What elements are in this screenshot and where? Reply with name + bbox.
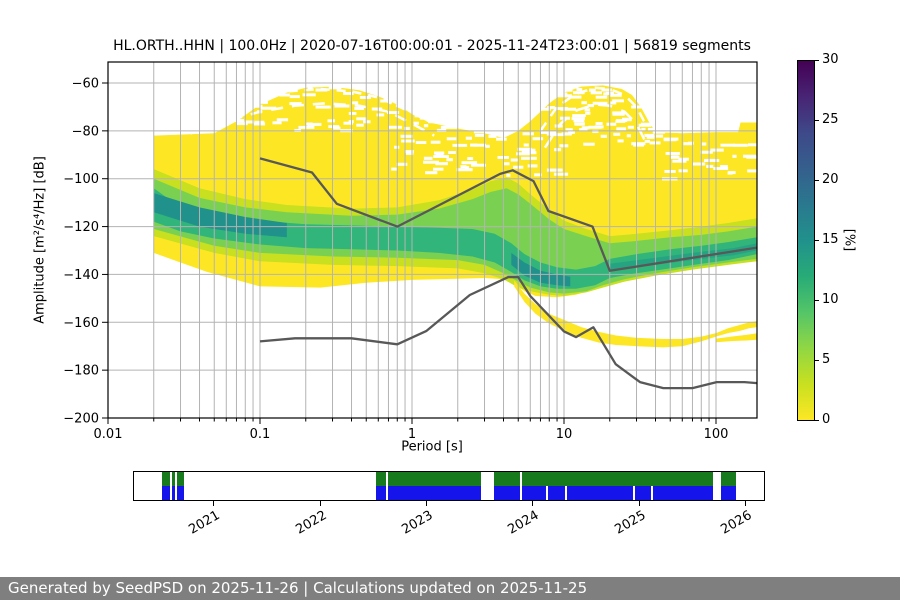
timeline-tick bbox=[213, 501, 215, 506]
plot-title: HL.ORTH..HHN | 100.0Hz | 2020-07-16T00:0… bbox=[113, 38, 751, 54]
timeline-year-label: 2022 bbox=[292, 508, 329, 538]
timeline-year-label: 2023 bbox=[399, 508, 436, 538]
colorbar-tick-label: 20 bbox=[822, 172, 839, 187]
y-tick-label: −140 bbox=[63, 268, 99, 283]
colorbar bbox=[797, 60, 815, 421]
colorbar-tick-label: 15 bbox=[822, 232, 839, 247]
y-tick-label: −80 bbox=[72, 124, 99, 139]
peterson-noise-model-curves bbox=[259, 157, 757, 390]
colorbar-tick bbox=[815, 240, 819, 241]
x-axis-label: Period [s] bbox=[401, 439, 463, 455]
availability-segment bbox=[376, 486, 386, 500]
colorbar-tick-label: 10 bbox=[822, 292, 839, 307]
y-tick-label: −200 bbox=[63, 412, 99, 427]
availability-segment bbox=[177, 486, 185, 500]
availability-segment bbox=[547, 486, 565, 500]
availability-segment bbox=[521, 486, 546, 500]
colorbar-tick bbox=[815, 300, 819, 301]
availability-segment bbox=[387, 486, 481, 500]
ppsd-main-plot: 0.01 0.1 1 10 100 −60 −80 −100 −120 −140 −160 −180 −… bbox=[63, 61, 758, 442]
availability-segment bbox=[720, 486, 736, 500]
availability-segment bbox=[635, 486, 651, 500]
timeline-year-label: 2021 bbox=[186, 508, 223, 538]
colorbar-tick-label: 0 bbox=[822, 412, 831, 427]
timeline-year-label: 2024 bbox=[505, 508, 542, 538]
timeline-year-label: 2026 bbox=[718, 508, 755, 538]
availability-segment bbox=[493, 486, 521, 500]
timeline-year-axis: 2021 2022 2023 2024 2025 2026 bbox=[134, 501, 764, 541]
y-tick-label: −180 bbox=[63, 364, 99, 379]
colorbar-tick-label: 25 bbox=[822, 112, 839, 127]
availability-segment bbox=[387, 472, 481, 486]
colorbar-unit-label: [%] bbox=[841, 228, 857, 252]
x-tick-label: 1 bbox=[408, 427, 416, 442]
colorbar-tick-label: 30 bbox=[822, 52, 839, 67]
x-tick-label: 0.01 bbox=[94, 427, 123, 442]
colorbar-tick bbox=[815, 120, 819, 121]
availability-segment bbox=[521, 472, 713, 486]
colorbar-tick bbox=[815, 60, 819, 61]
axes-ticks-and-labels: 0.01 0.1 1 10 100 −60 −80 −100 −120 −140 −160 −180 −… bbox=[63, 61, 758, 442]
x-tick-label: 10 bbox=[556, 427, 573, 442]
histogram-speckle-texture bbox=[160, 85, 757, 181]
availability-segment bbox=[652, 486, 713, 500]
timeline-tick bbox=[425, 501, 427, 506]
availability-segment bbox=[172, 486, 175, 500]
colorbar-tick-label: 5 bbox=[822, 352, 831, 367]
data-availability-timeline bbox=[133, 471, 765, 501]
footer-bar: Generated by SeedPSD on 2025-11-26 | Cal… bbox=[0, 577, 900, 600]
availability-segment bbox=[172, 472, 175, 486]
timeline-tick bbox=[745, 501, 747, 506]
plot-gridlines bbox=[108, 62, 757, 418]
availability-segment bbox=[493, 472, 521, 486]
timeline-tick bbox=[638, 501, 640, 506]
timeline-tick bbox=[319, 501, 321, 506]
availability-segment bbox=[162, 472, 170, 486]
availability-segment bbox=[376, 472, 386, 486]
availability-segment bbox=[566, 486, 633, 500]
availability-segment bbox=[177, 472, 185, 486]
y-tick-label: −160 bbox=[63, 316, 99, 331]
availability-segment bbox=[162, 486, 170, 500]
x-tick-label: 0.1 bbox=[250, 427, 271, 442]
colorbar-tick bbox=[815, 420, 819, 421]
timeline-year-label: 2025 bbox=[612, 508, 649, 538]
colorbar-tick bbox=[815, 180, 819, 181]
y-tick-label: −60 bbox=[72, 77, 99, 92]
availability-segment bbox=[720, 472, 736, 486]
colorbar-tick bbox=[815, 360, 819, 361]
y-tick-label: −100 bbox=[63, 172, 99, 187]
y-tick-label: −120 bbox=[63, 220, 99, 235]
x-tick-label: 100 bbox=[704, 427, 729, 442]
timeline-tick bbox=[532, 501, 534, 506]
